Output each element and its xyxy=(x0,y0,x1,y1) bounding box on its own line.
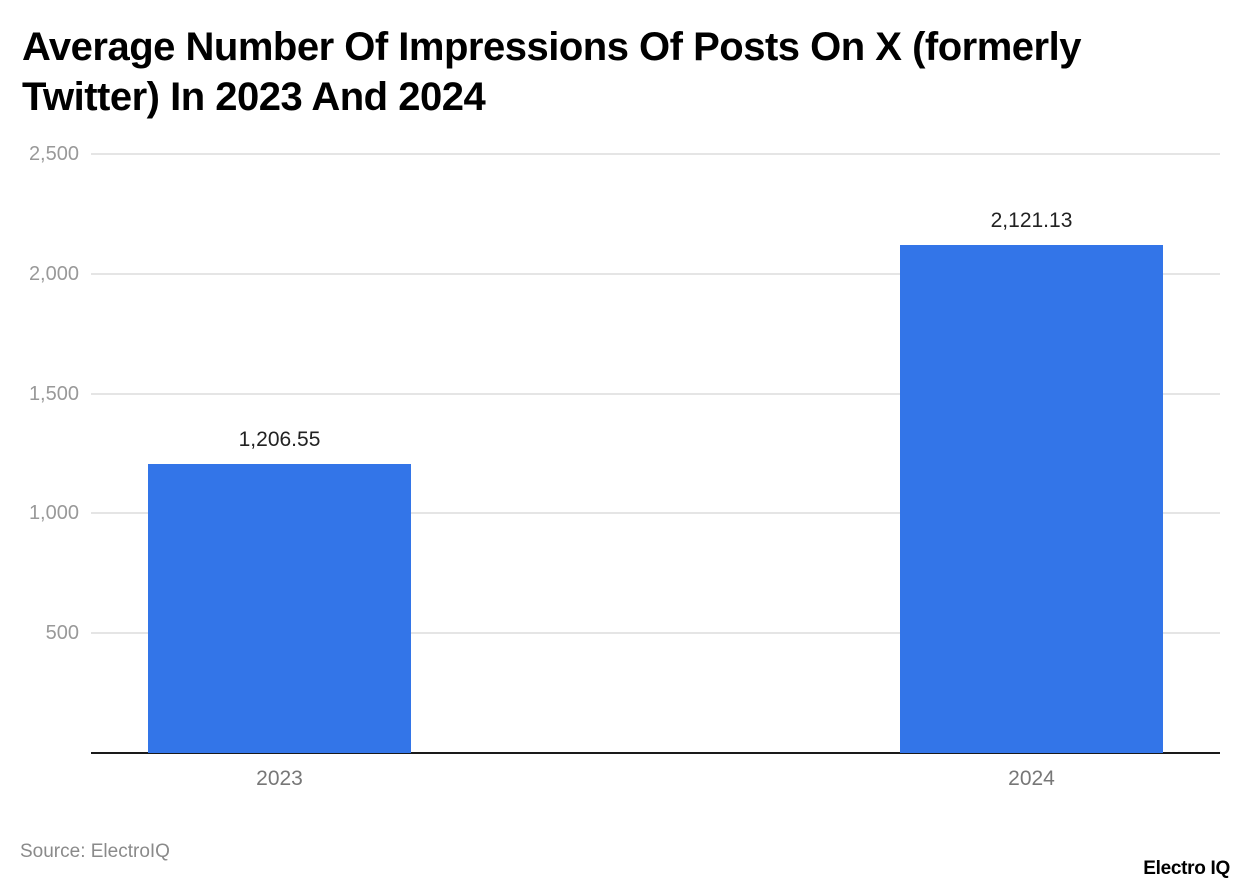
gridline xyxy=(91,153,1220,155)
y-axis-tick-label: 1,000 xyxy=(28,502,79,525)
gridline xyxy=(91,392,1220,395)
x-axis-line xyxy=(91,752,1220,754)
y-axis-tick-label: 500 xyxy=(45,622,79,645)
y-axis-tick-label: 2,000 xyxy=(28,262,79,285)
y-axis-tick-label: 1,500 xyxy=(28,382,79,405)
y-axis-tick-label: 2,500 xyxy=(28,143,79,165)
gridline xyxy=(91,272,1220,275)
bar-value-label: 2,121.13 xyxy=(990,208,1073,232)
bar-2023 xyxy=(148,463,411,753)
source-note: Source: ElectroIQ xyxy=(20,841,170,862)
x-axis-tick-label: 2024 xyxy=(1008,767,1055,790)
x-axis-tick-label: 2023 xyxy=(256,767,303,790)
gridline xyxy=(91,632,1220,635)
brand-logo: Electro IQ xyxy=(1143,858,1230,879)
bar-value-label: 1,206.55 xyxy=(238,427,321,451)
bar-2024 xyxy=(900,244,1163,753)
chart-title: Average Number Of Impressions Of Posts O… xyxy=(22,25,1081,119)
gridline xyxy=(91,512,1220,515)
